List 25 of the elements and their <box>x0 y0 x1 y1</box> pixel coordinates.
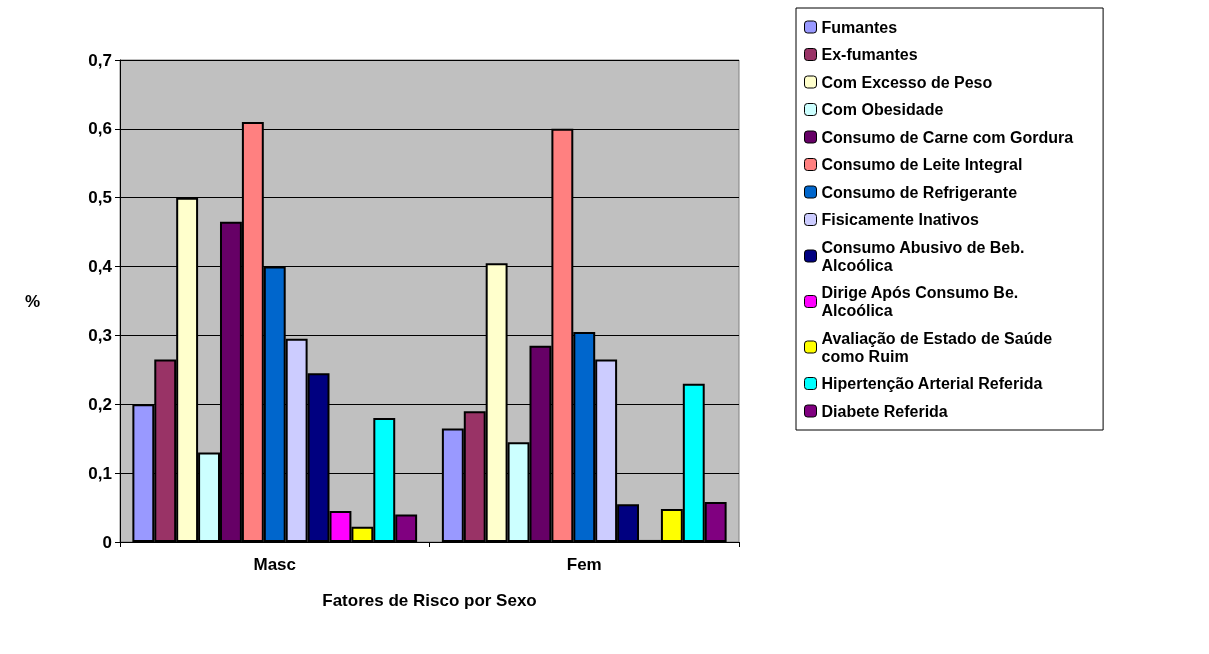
legend-label: Com Excesso de Peso <box>821 73 993 91</box>
y-tick-label: 0,4 <box>88 257 113 277</box>
legend-label: Dirige Após Consumo Be. Alcoólica <box>821 284 1019 319</box>
y-axis-title: % <box>24 291 40 311</box>
legend-label: Avaliação de Estado de Saúde como Ruim <box>821 329 1053 365</box>
y-tick-label: 0,7 <box>88 50 112 70</box>
legend-label: Com Obesidade <box>821 101 944 118</box>
y-tick-label: 0,1 <box>88 463 112 483</box>
y-tick-label: 0,6 <box>88 119 112 139</box>
legend-label: Consumo de Refrigerante <box>821 183 1018 201</box>
x-tick-label: Masc <box>253 555 297 574</box>
x-tick-label: Fem <box>566 555 602 574</box>
y-tick-label: 0,3 <box>88 325 112 345</box>
legend-label: Consumo Abusivo de Beb. Alcoólica <box>821 238 1025 274</box>
legend-label: Consumo de Carne com Gordura <box>821 128 1074 146</box>
legend-label: Fisicamente Inativos <box>821 211 979 228</box>
y-tick-label: 0,5 <box>88 188 112 208</box>
legend-label: Fumantes <box>821 18 898 36</box>
legend-label: Consumo de Leite Integral <box>821 156 1023 173</box>
y-tick-label: 0,2 <box>88 394 112 414</box>
legend-label: Diabete Referida <box>821 402 948 420</box>
y-tick-label: 0 <box>102 532 112 552</box>
x-axis-title: Fatores de Risco por Sexo <box>322 591 537 610</box>
legend-label: Hipertenção Arterial Referida <box>821 375 1043 392</box>
legend-label: Ex-fumantes <box>821 46 918 63</box>
